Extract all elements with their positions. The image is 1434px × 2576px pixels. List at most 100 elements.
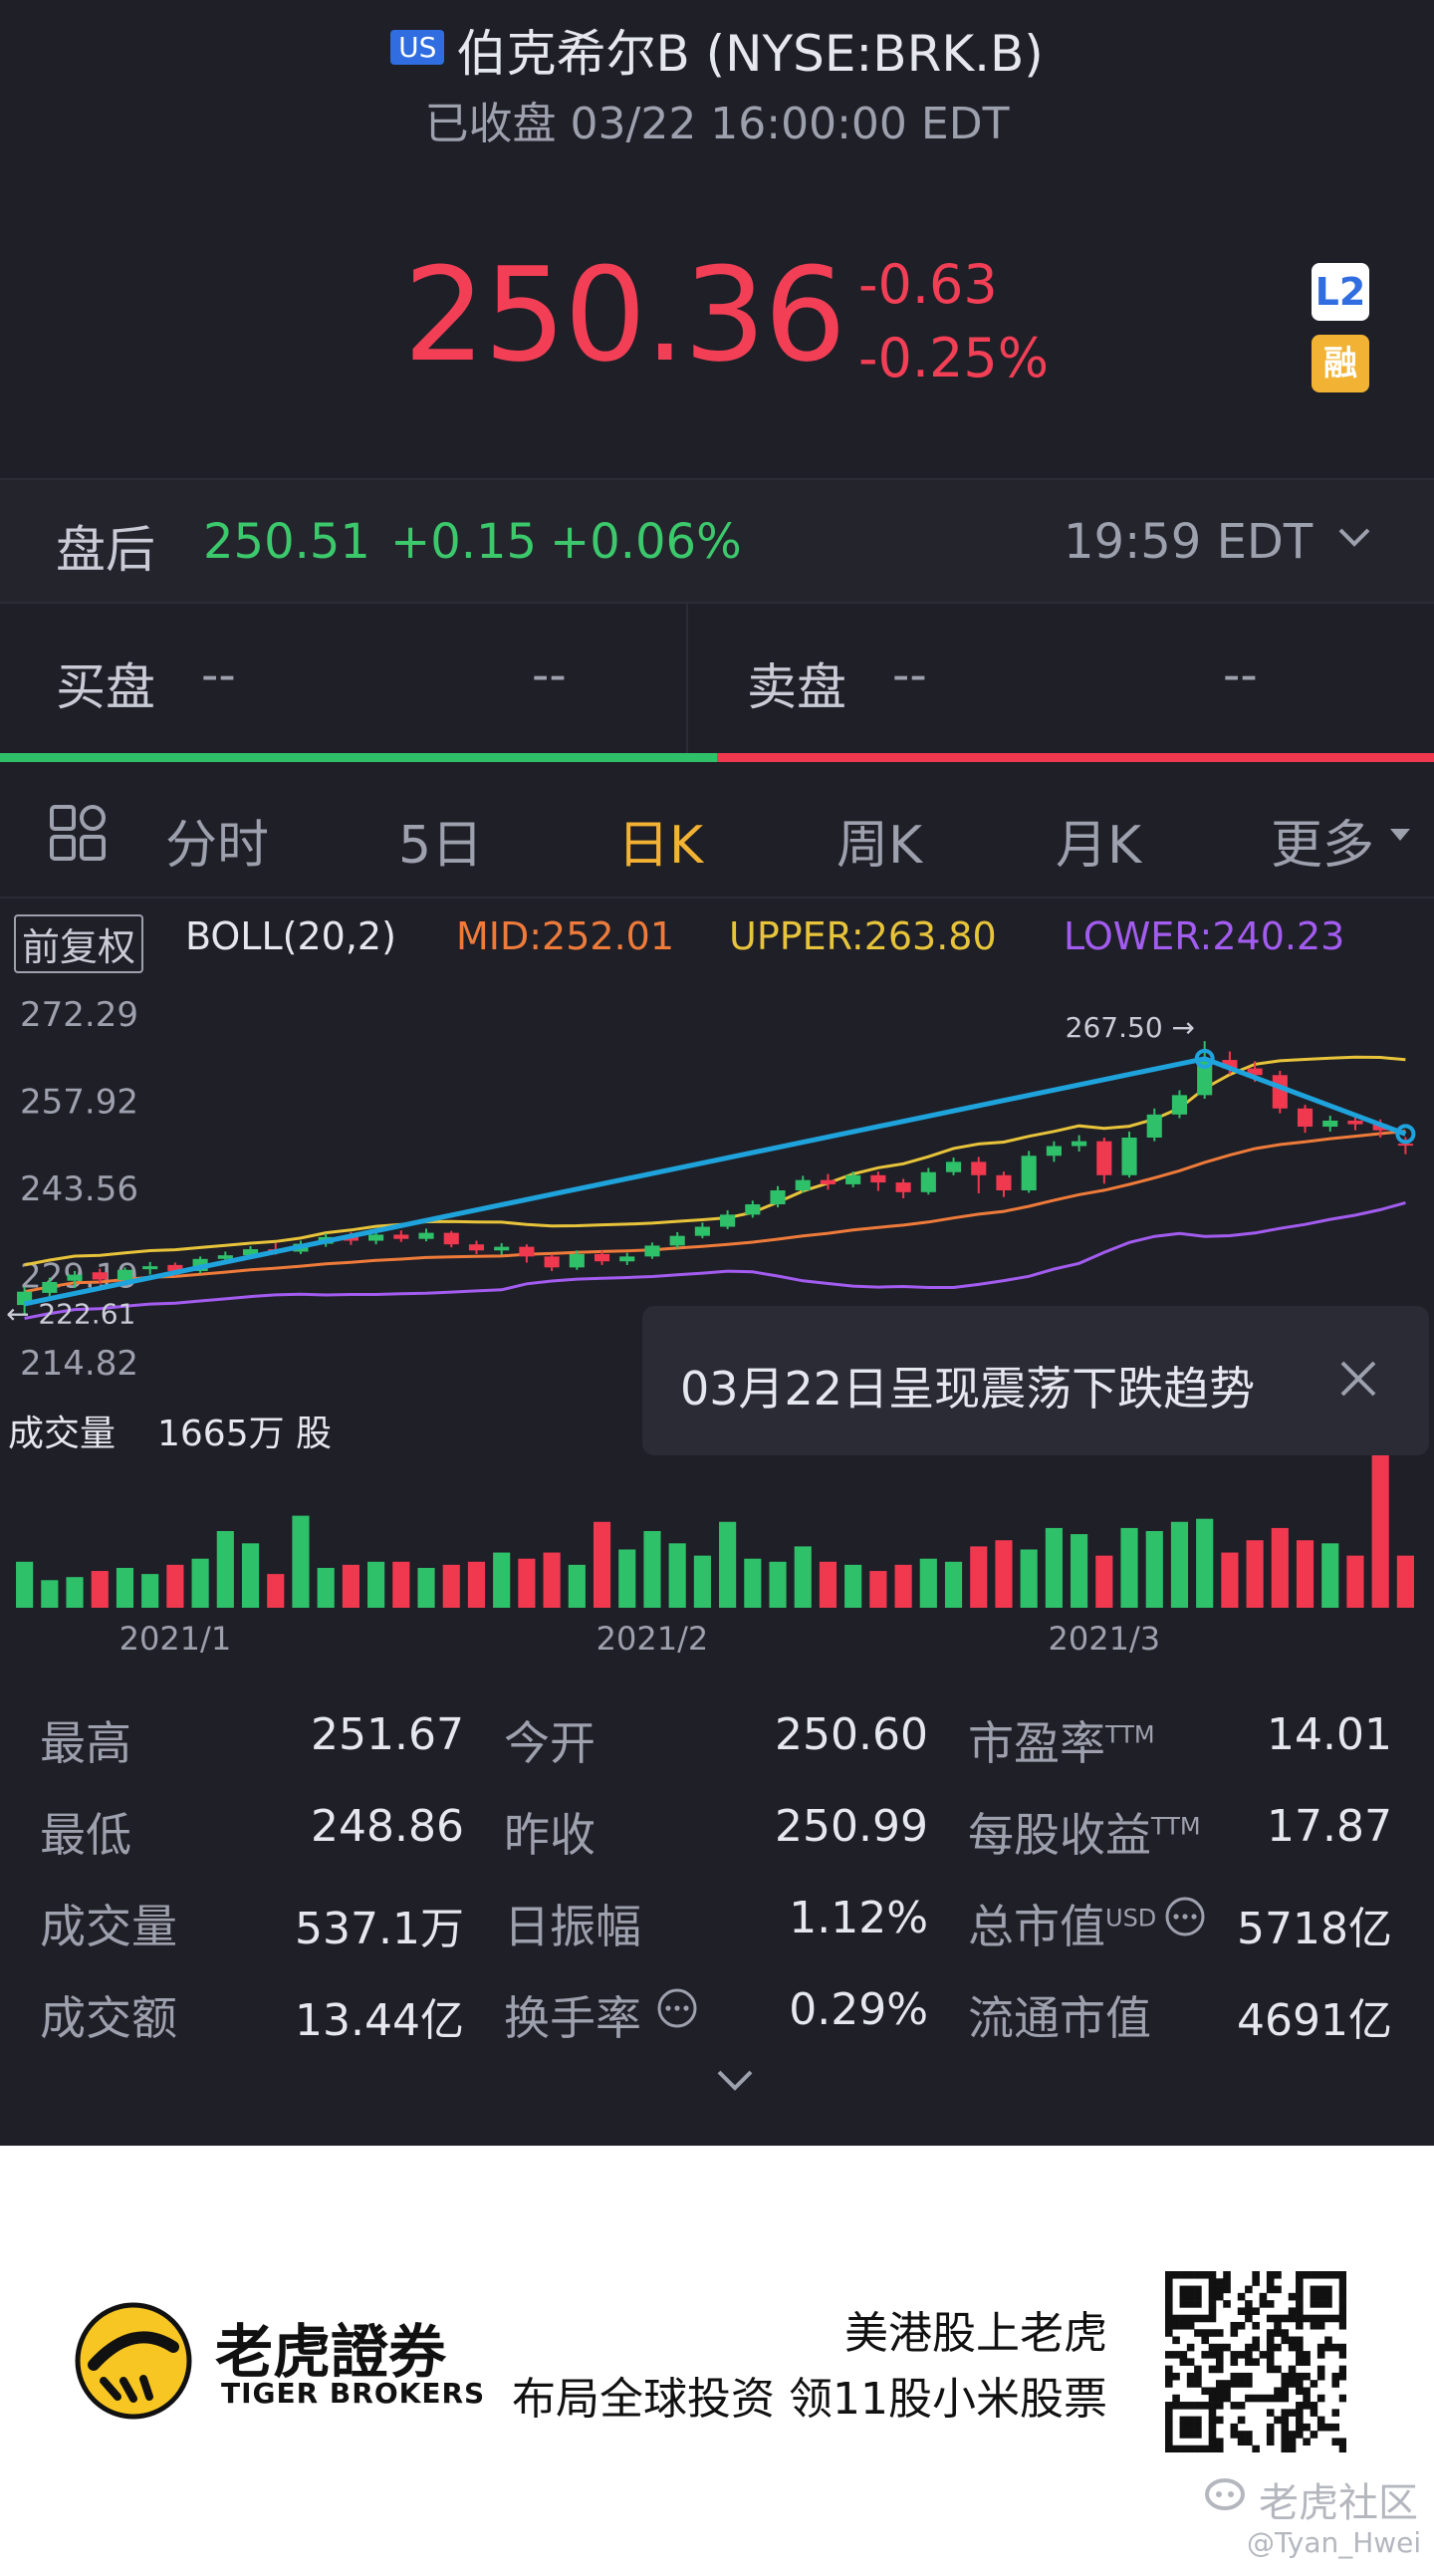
level2-badge[interactable]: L2 <box>1312 263 1369 321</box>
stat-label: 每股收益TTM <box>968 1808 1201 1862</box>
qr-module <box>1186 2380 1195 2388</box>
qr-module <box>1223 2278 1231 2286</box>
qr-module <box>1179 2423 1188 2432</box>
margin-badge[interactable]: 融 <box>1312 335 1369 392</box>
volume-bar <box>844 1564 862 1608</box>
qr-module <box>1266 2343 1275 2352</box>
qr-module <box>1208 2423 1217 2432</box>
qr-module <box>1186 2314 1195 2323</box>
volume-bar <box>166 1564 184 1608</box>
qr-module <box>1208 2271 1217 2279</box>
volume-bar <box>1321 1543 1339 1608</box>
qr-module <box>1316 2314 1325 2323</box>
qr-module <box>1230 2321 1239 2330</box>
qr-module <box>1179 2431 1188 2439</box>
expand-chevron-icon[interactable] <box>715 2068 755 2096</box>
stat-label: 总市值USD <box>968 1900 1157 1953</box>
adjust-toggle[interactable]: 前复权 <box>14 914 144 973</box>
candle-body <box>870 1174 886 1183</box>
more-info-icon[interactable] <box>1163 1895 1207 1942</box>
qr-module <box>1338 2372 1346 2381</box>
qr-module <box>1338 2365 1346 2374</box>
boll-mid-line <box>24 1130 1406 1294</box>
qr-module <box>1215 2292 1224 2301</box>
qr-module <box>1296 2271 1304 2279</box>
volume-bar <box>919 1558 937 1608</box>
tab-monthly-k[interactable]: 月K <box>1056 816 1142 876</box>
stat-value: 13.44亿 <box>295 1995 464 2046</box>
tab-5day[interactable]: 5日 <box>398 816 484 876</box>
qr-module <box>1208 2343 1217 2352</box>
volume-bar <box>467 1561 486 1608</box>
layout-grid-icon[interactable] <box>48 803 108 863</box>
volume-bar <box>392 1561 410 1608</box>
qr-module <box>1303 2387 1311 2396</box>
qr-module <box>1179 2416 1188 2425</box>
qr-module <box>1303 2271 1311 2279</box>
qr-code[interactable] <box>1165 2271 1346 2452</box>
caret-down-icon[interactable] <box>1388 825 1412 849</box>
stat-label: 昨收 <box>504 1808 596 1862</box>
qr-module <box>1172 2372 1180 2381</box>
tab-more[interactable]: 更多 <box>1271 816 1375 876</box>
volume-bar <box>1271 1527 1289 1608</box>
qr-module <box>1296 2416 1304 2425</box>
qr-module <box>1194 2423 1202 2432</box>
tab-daily-k[interactable]: 日K <box>617 816 704 876</box>
qr-module <box>1172 2271 1180 2279</box>
qr-module <box>1266 2271 1275 2279</box>
qr-module <box>1281 2336 1290 2345</box>
close-icon[interactable] <box>1336 1357 1380 1401</box>
candle-body <box>720 1214 736 1227</box>
qr-module <box>1303 2438 1311 2447</box>
chevron-down-icon[interactable] <box>1334 518 1374 558</box>
tab-intraday[interactable]: 分时 <box>165 816 270 876</box>
qr-module <box>1172 2314 1180 2323</box>
qr-module <box>1165 2409 1173 2417</box>
qr-module <box>1266 2358 1275 2366</box>
qr-module <box>1296 2431 1304 2439</box>
qr-module <box>1252 2445 1260 2452</box>
qr-module <box>1324 2314 1332 2323</box>
divider <box>0 602 1434 604</box>
x-tick-label: 2021/1 <box>120 1620 232 1658</box>
qr-module <box>1331 2380 1340 2388</box>
qr-module <box>1338 2307 1346 2315</box>
y-tick-label: 257.92 <box>20 1083 138 1123</box>
volume-bar <box>1221 1552 1239 1608</box>
qr-module <box>1165 2314 1173 2323</box>
after-hours-change-pct: +0.06% <box>550 514 742 570</box>
boll-mid: MID:252.01 <box>456 914 675 958</box>
qr-module <box>1215 2351 1224 2359</box>
qr-module <box>1237 2372 1246 2381</box>
qr-module <box>1208 2351 1217 2359</box>
qr-module <box>1296 2285 1304 2294</box>
qr-module <box>1245 2300 1253 2308</box>
candle-body <box>418 1232 434 1239</box>
qr-module <box>1194 2372 1202 2381</box>
indicator-name[interactable]: BOLL(20,2) <box>185 914 396 958</box>
qr-module <box>1310 2321 1318 2330</box>
stat-label: 日振幅 <box>504 1900 641 1953</box>
qr-module <box>1338 2394 1346 2403</box>
stat-value: 248.86 <box>311 1801 464 1852</box>
qr-module <box>1288 2431 1297 2439</box>
tab-weekly-k[interactable]: 周K <box>836 816 923 876</box>
volume-bar <box>593 1521 611 1608</box>
stat-label: 流通市值 <box>968 1991 1151 2045</box>
more-info-icon[interactable] <box>655 1986 699 2034</box>
qr-module <box>1165 2278 1173 2286</box>
volume-bar <box>719 1521 737 1608</box>
after-hours-row[interactable] <box>0 480 1434 602</box>
ask-ratio-bar <box>717 753 1434 762</box>
stat-label: 今开 <box>504 1716 596 1770</box>
qr-module <box>1303 2394 1311 2403</box>
qr-module <box>1179 2351 1188 2359</box>
qr-module <box>1266 2278 1275 2286</box>
stat-value: 537.1万 <box>295 1904 464 1954</box>
qr-module <box>1266 2394 1275 2403</box>
volume-bar <box>41 1580 59 1608</box>
qr-module <box>1338 2278 1346 2286</box>
qr-module <box>1331 2409 1340 2417</box>
